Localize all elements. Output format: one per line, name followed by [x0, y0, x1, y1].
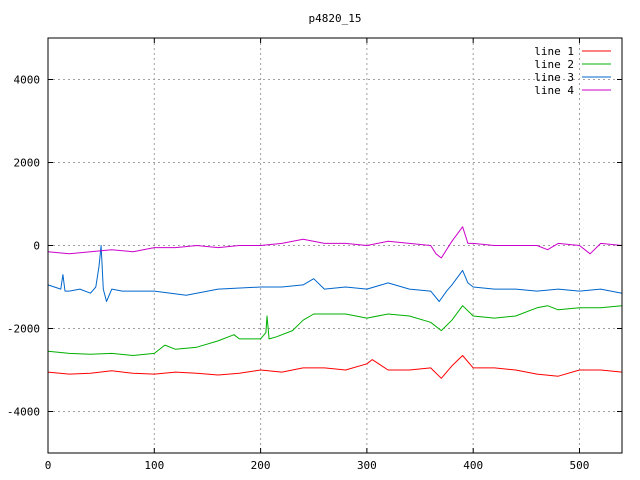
x-tick-label: 100	[144, 459, 164, 472]
series-line-4	[47, 226, 623, 259]
x-tick-label: 300	[357, 459, 377, 472]
x-tick-label: 200	[251, 459, 271, 472]
series-line-2	[47, 305, 623, 356]
legend-label: line 3	[534, 71, 574, 84]
legend-label: line 4	[534, 84, 574, 97]
series-line-3	[47, 245, 623, 302]
grid	[48, 38, 622, 453]
x-tick-label: 0	[45, 459, 52, 472]
legend-label: line 1	[534, 45, 574, 58]
y-tick-label: 2000	[14, 157, 41, 170]
y-tick-label: 4000	[14, 74, 41, 87]
legend-label: line 2	[534, 58, 574, 71]
y-tick-label: 0	[33, 240, 40, 253]
series-line-1	[47, 355, 623, 379]
axis-ticks: 0 100 200 300 400 500 -4000 -2000 0 2000 4000	[7, 38, 622, 472]
chart-title: p4820_15	[309, 12, 362, 25]
series-lines	[47, 226, 623, 379]
x-tick-label: 500	[570, 459, 590, 472]
y-tick-label: -2000	[7, 323, 40, 336]
y-tick-label: -4000	[7, 406, 40, 419]
x-tick-label: 400	[463, 459, 483, 472]
